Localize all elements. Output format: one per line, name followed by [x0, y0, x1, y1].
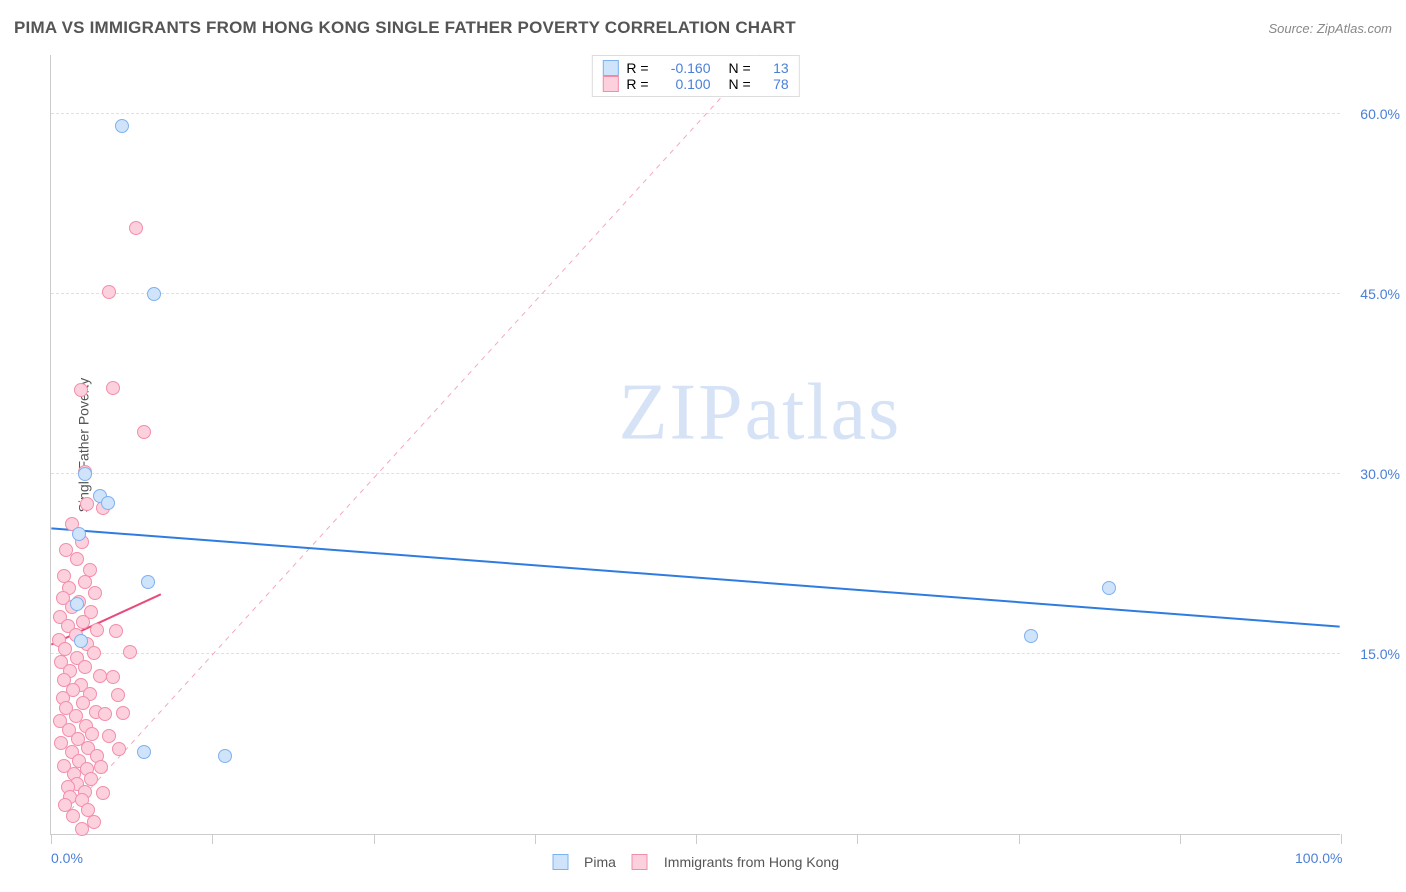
trend-lines — [51, 55, 1340, 834]
point-pima — [218, 749, 232, 763]
point-hk — [84, 772, 98, 786]
gridline — [51, 113, 1340, 114]
xtick — [696, 834, 697, 844]
r-value-pima: -0.160 — [657, 60, 711, 76]
point-hk — [112, 742, 126, 756]
point-hk — [111, 688, 125, 702]
point-hk — [106, 670, 120, 684]
point-hk — [66, 809, 80, 823]
xtick-label: 0.0% — [51, 850, 83, 866]
xtick — [857, 834, 858, 844]
point-hk — [75, 822, 89, 836]
point-hk — [106, 381, 120, 395]
point-pima — [115, 119, 129, 133]
point-hk — [87, 646, 101, 660]
legend-label-hk: Immigrants from Hong Kong — [664, 854, 839, 870]
point-hk — [93, 669, 107, 683]
xtick — [212, 834, 213, 844]
point-hk — [98, 707, 112, 721]
xtick-label: 100.0% — [1295, 850, 1342, 866]
stats-row-hk: R = 0.100 N = 78 — [602, 76, 788, 92]
chart-title: PIMA VS IMMIGRANTS FROM HONG KONG SINGLE… — [14, 18, 796, 38]
swatch-pima-bottom — [552, 854, 568, 870]
point-pima — [78, 467, 92, 481]
point-hk — [123, 645, 137, 659]
point-hk — [78, 660, 92, 674]
point-pima — [72, 527, 86, 541]
xtick — [1341, 834, 1342, 844]
point-hk — [74, 383, 88, 397]
xtick — [535, 834, 536, 844]
point-hk — [80, 497, 94, 511]
chart-header: PIMA VS IMMIGRANTS FROM HONG KONG SINGLE… — [14, 18, 1392, 38]
gridline — [51, 653, 1340, 654]
ytick-label: 60.0% — [1345, 106, 1400, 122]
point-hk — [88, 586, 102, 600]
point-pima — [141, 575, 155, 589]
point-hk — [102, 729, 116, 743]
scatter-chart: ZIPatlas Single Father Poverty R = -0.16… — [50, 55, 1340, 835]
point-pima — [1102, 581, 1116, 595]
point-hk — [102, 285, 116, 299]
point-hk — [94, 760, 108, 774]
point-hk — [70, 552, 84, 566]
watermark: ZIPatlas — [619, 368, 902, 459]
ytick-label: 15.0% — [1345, 646, 1400, 662]
point-hk — [116, 706, 130, 720]
ytick-label: 45.0% — [1345, 286, 1400, 302]
xtick — [1180, 834, 1181, 844]
point-pima — [74, 634, 88, 648]
xtick — [374, 834, 375, 844]
point-pima — [1024, 629, 1038, 643]
swatch-hk — [602, 76, 618, 92]
r-value-hk: 0.100 — [657, 76, 711, 92]
point-pima — [147, 287, 161, 301]
swatch-pima — [602, 60, 618, 76]
point-hk — [85, 727, 99, 741]
y-axis-title: Single Father Poverty — [75, 377, 91, 512]
gridline — [51, 473, 1340, 474]
point-hk — [76, 615, 90, 629]
xtick — [51, 834, 52, 844]
gridline — [51, 293, 1340, 294]
point-pima — [70, 597, 84, 611]
stats-row-pima: R = -0.160 N = 13 — [602, 60, 788, 76]
point-hk — [76, 696, 90, 710]
point-pima — [101, 496, 115, 510]
xtick — [1019, 834, 1020, 844]
n-value-pima: 13 — [759, 60, 789, 76]
point-hk — [129, 221, 143, 235]
legend-label-pima: Pima — [584, 854, 616, 870]
point-pima — [137, 745, 151, 759]
n-value-hk: 78 — [759, 76, 789, 92]
stats-legend: R = -0.160 N = 13 R = 0.100 N = 78 — [591, 55, 799, 97]
point-hk — [109, 624, 123, 638]
ytick-label: 30.0% — [1345, 466, 1400, 482]
point-hk — [90, 623, 104, 637]
source-credit: Source: ZipAtlas.com — [1268, 21, 1392, 36]
point-hk — [137, 425, 151, 439]
series-legend: Pima Immigrants from Hong Kong — [552, 854, 839, 870]
swatch-hk-bottom — [632, 854, 648, 870]
point-hk — [96, 786, 110, 800]
